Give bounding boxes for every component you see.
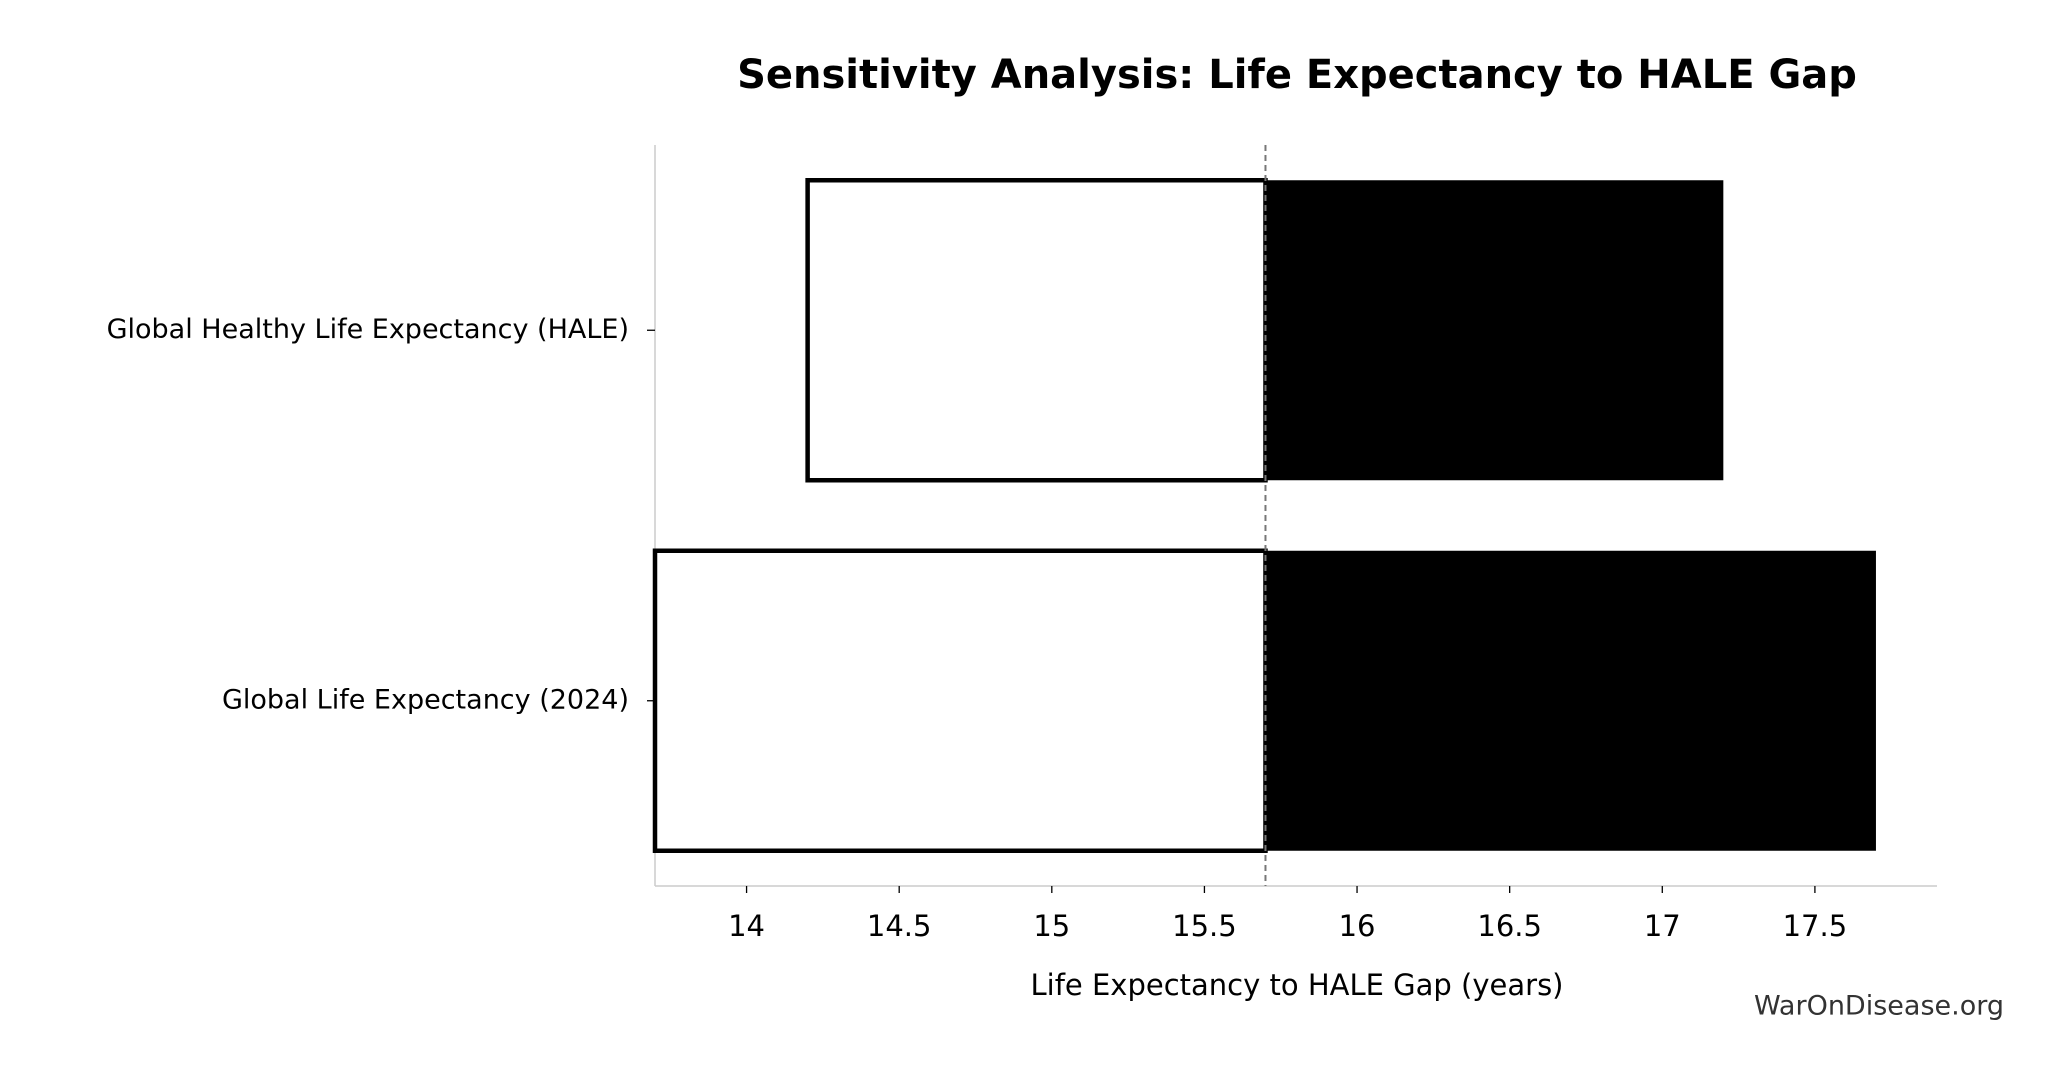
y-tick-label: Global Life Expectancy (2024) bbox=[222, 684, 629, 715]
x-tick-label: 15.5 bbox=[1172, 909, 1237, 943]
chart-title: Sensitivity Analysis: Life Expectancy to… bbox=[737, 52, 1857, 98]
low-bar bbox=[652, 548, 1268, 853]
x-tick-label: 14 bbox=[728, 909, 765, 943]
x-tick-label: 16.5 bbox=[1477, 909, 1542, 943]
x-axis-label: Life Expectancy to HALE Gap (years) bbox=[1031, 968, 1564, 1002]
high-bar bbox=[1265, 550, 1876, 851]
high-bar bbox=[1265, 180, 1724, 481]
x-tick-label: 14.5 bbox=[867, 909, 932, 943]
x-tick-label: 17.5 bbox=[1783, 909, 1848, 943]
low-bar bbox=[805, 178, 1268, 483]
x-tick-label: 15 bbox=[1033, 909, 1070, 943]
watermark: WarOnDisease.org bbox=[1754, 991, 2004, 1022]
x-tick-label: 16 bbox=[1339, 909, 1376, 943]
y-tick-label: Global Healthy Life Expectancy (HALE) bbox=[107, 314, 629, 345]
x-tick-label: 17 bbox=[1644, 909, 1681, 943]
